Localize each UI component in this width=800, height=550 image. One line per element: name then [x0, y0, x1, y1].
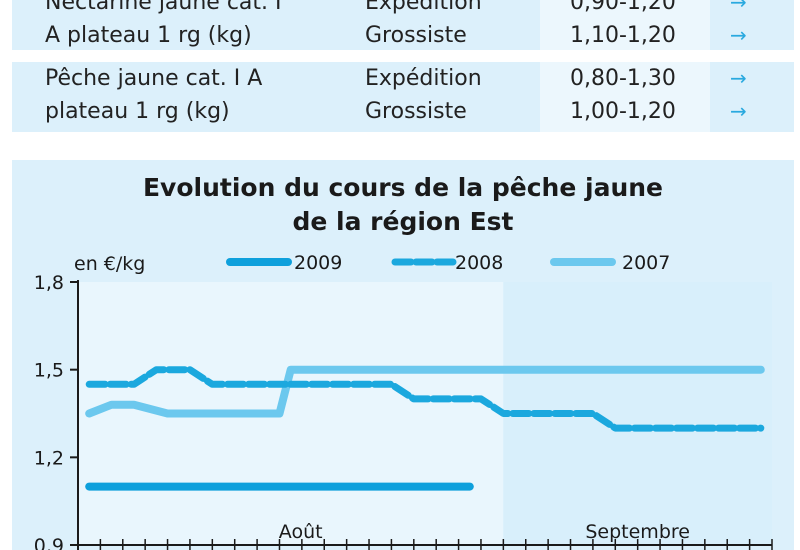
stage-label: Grossiste — [365, 23, 467, 48]
series-line-2008 — [85, 366, 765, 432]
trend-stable-icon: → — [730, 66, 747, 90]
y-tick-label: 1,8 — [34, 272, 64, 294]
product-name-line2: A plateau 1 rg (kg) — [45, 23, 252, 48]
legend-label-2009: 2009 — [294, 252, 342, 274]
product-name-line1: Pêche jaune cat. I A — [45, 66, 263, 91]
y-tick-label: 1,2 — [34, 447, 64, 469]
stage-label: Expédition — [365, 0, 482, 15]
price-evolution-chart: Evolution du cours de la pêche jaune de … — [34, 173, 773, 550]
price-range: 0,90-1,20 — [570, 0, 676, 15]
stage-label: Grossiste — [365, 99, 467, 124]
legend-label-2007: 2007 — [622, 252, 670, 274]
trend-stable-icon: → — [730, 23, 747, 47]
y-axis-unit-label: en €/kg — [74, 253, 145, 275]
price-range: 1,00-1,20 — [570, 99, 676, 124]
y-tick-label: 1,5 — [34, 360, 64, 382]
chart-panel: Evolution du cours de la pêche jaune de … — [12, 160, 794, 550]
price-range: 0,80-1,30 — [570, 66, 676, 91]
price-table: Nectarine jaune cat. I A plateau 1 rg (k… — [12, 0, 794, 132]
chart-title-line2: de la région Est — [292, 207, 513, 236]
plot-area-august — [78, 282, 504, 545]
series-layer — [85, 365, 765, 491]
row-separator — [12, 50, 794, 62]
x-axis — [77, 539, 773, 550]
trend-stable-icon: → — [730, 0, 747, 14]
x-month-label-septembre: Septembre — [585, 521, 690, 543]
chart-legend: 2009 2008 2007 — [226, 252, 670, 274]
series-line-2007 — [85, 365, 765, 418]
chart-title-line1: Evolution du cours de la pêche jaune — [143, 173, 663, 202]
product-name-line1: Nectarine jaune cat. I — [45, 0, 282, 15]
price-range: 1,10-1,20 — [570, 23, 676, 48]
y-axis: 0,9 1,2 1,5 1,8 — [34, 272, 79, 550]
trend-stable-icon: → — [730, 99, 747, 123]
x-month-label-aout: Août — [279, 521, 323, 543]
y-tick-label: 0,9 — [34, 535, 64, 550]
legend-label-2008: 2008 — [455, 252, 503, 274]
stage-label: Expédition — [365, 66, 482, 91]
product-name-line2: plateau 1 rg (kg) — [45, 99, 230, 124]
price-column-background — [540, 0, 710, 132]
